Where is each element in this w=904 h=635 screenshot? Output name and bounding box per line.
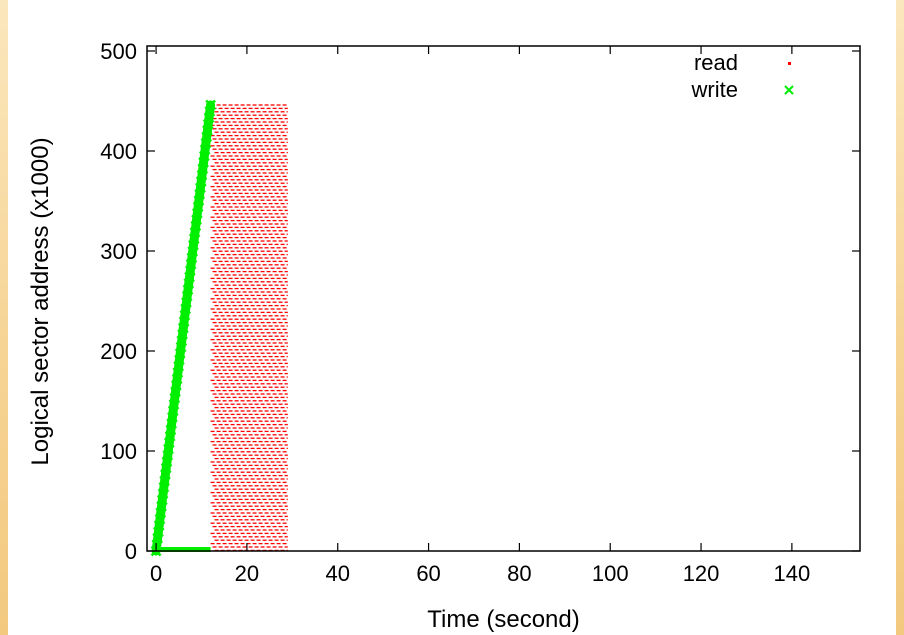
y-axis-label: Logical sector address (x1000) <box>27 137 54 465</box>
y-tick-label: 200 <box>100 339 137 364</box>
write-ramp <box>151 100 216 556</box>
x-tick-label: 120 <box>683 561 720 586</box>
legend-swatch-read <box>788 62 791 65</box>
x-tick-label: 100 <box>592 561 629 586</box>
y-tick-label: 100 <box>100 439 137 464</box>
axis-ticks: 0 20 40 60 80 100 120 140 0 100 200 300 400 500 <box>100 39 860 586</box>
y-tick-label: 400 <box>100 139 137 164</box>
legend-label-read: read <box>694 50 738 75</box>
x-tick-label: 20 <box>235 561 259 586</box>
plot-frame <box>146 45 861 552</box>
y-tick-label: 500 <box>100 39 137 64</box>
legend-swatch-write <box>784 85 794 95</box>
x-tick-label: 40 <box>325 561 349 586</box>
write-series <box>150 99 216 557</box>
legend: read write <box>691 50 794 102</box>
x-tick-label: 0 <box>150 561 162 586</box>
x-axis-label: Time (second) <box>427 606 579 633</box>
legend-label-write: write <box>691 77 738 102</box>
x-tick-label: 140 <box>774 561 811 586</box>
x-tick-label: 80 <box>507 561 531 586</box>
y-tick-label: 0 <box>125 539 137 564</box>
y-tick-label: 300 <box>100 239 137 264</box>
legend-write-marker <box>784 85 794 95</box>
legend-read-marker <box>788 62 791 65</box>
x-tick-label: 60 <box>416 561 440 586</box>
read-series <box>210 104 288 552</box>
